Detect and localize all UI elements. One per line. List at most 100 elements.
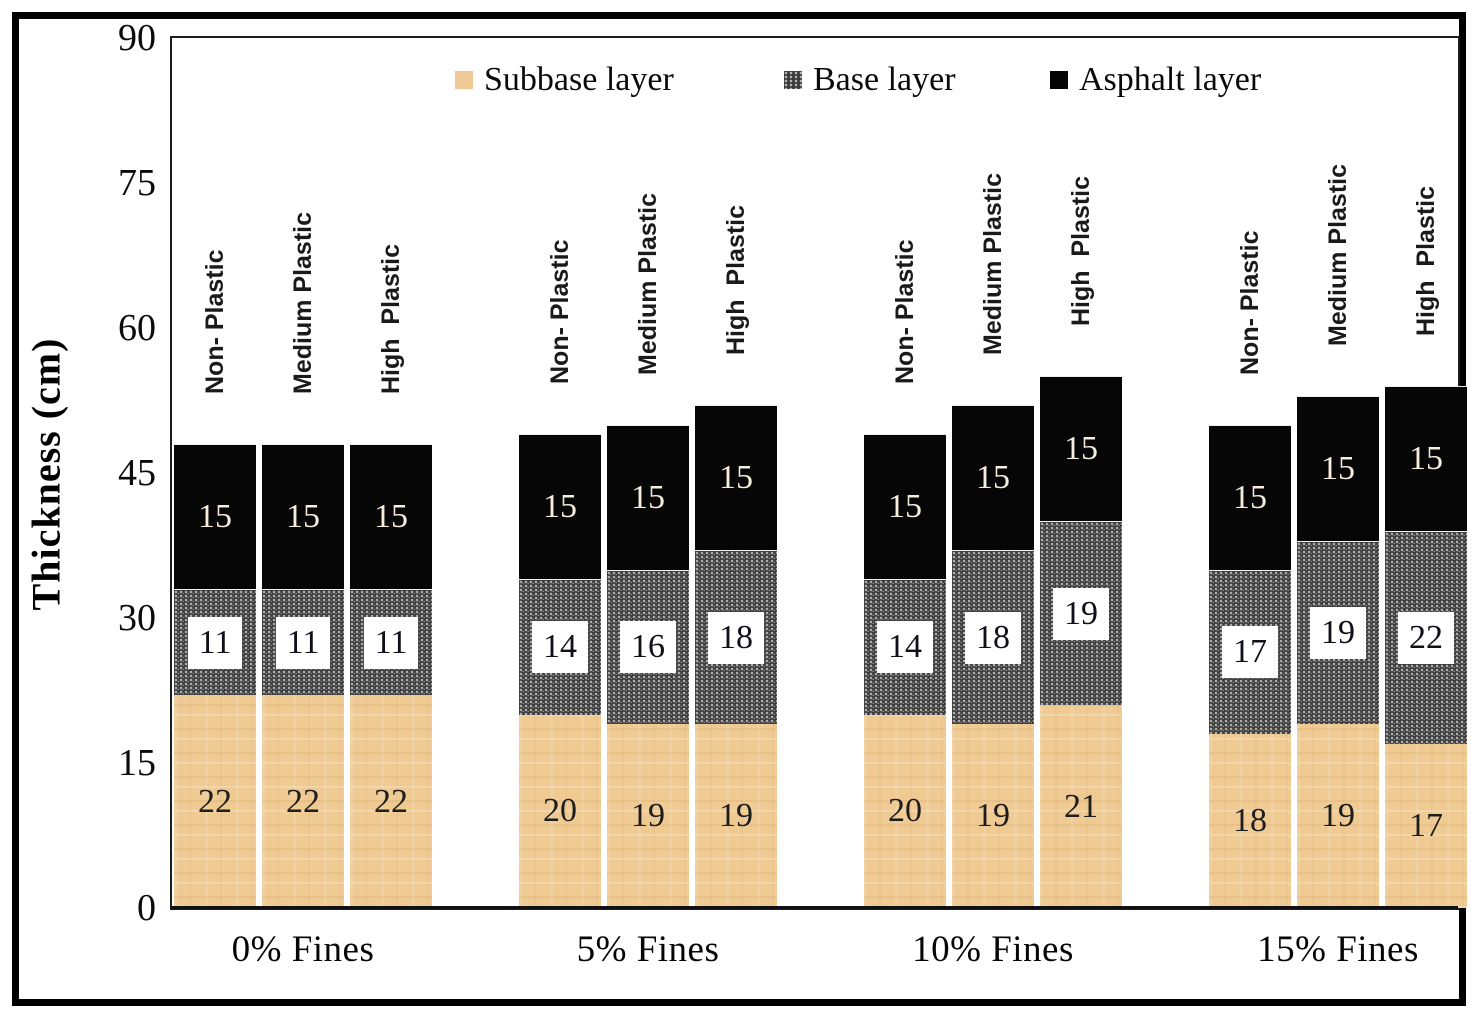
bar-value-label: 22 (1398, 611, 1454, 664)
bar-value-label: 15 (1409, 440, 1443, 477)
legend-label: Base layer (813, 61, 956, 98)
bar-value-label: 11 (187, 616, 243, 669)
bar-segment-base: 14 (864, 579, 946, 715)
bar-segment-base: 14 (519, 579, 601, 715)
bar-value-label: 16 (620, 621, 676, 674)
bar-value-label: 18 (965, 611, 1021, 664)
bar-segment-subbase: 19 (952, 724, 1034, 908)
y-axis-tick-label: 90 (118, 17, 156, 59)
bar-value-label: 19 (976, 797, 1010, 835)
x-axis-group-label: 15% Fines (1257, 929, 1419, 970)
bar-segment-asphalt: 15 (695, 405, 777, 551)
bar-segment-base: 16 (607, 569, 689, 725)
y-axis-tick-label: 30 (118, 597, 156, 639)
bar-value-label: 22 (374, 782, 408, 820)
y-axis-tick-label: 60 (118, 307, 156, 349)
legend-swatch-base-icon (784, 71, 802, 89)
bar-value-label: 15 (286, 498, 320, 535)
bar-value-label: 15 (631, 478, 665, 516)
bar-category-label: Medium Plastic (979, 173, 1007, 356)
bar-segment-asphalt: 15 (1297, 395, 1379, 541)
bar-segment-subbase: 22 (174, 695, 256, 908)
y-axis-tick-label: 15 (118, 742, 156, 784)
bar-segment-asphalt: 15 (1209, 424, 1291, 570)
bar-value-label: 18 (708, 611, 764, 664)
bar-segment-subbase: 20 (864, 714, 946, 908)
legend-swatch-asphalt-icon (1050, 71, 1068, 89)
bar-value-label: 11 (363, 616, 419, 669)
bar-category-label: Non- Plastic (891, 239, 919, 385)
bar-segment-subbase: 19 (1297, 724, 1379, 908)
x-axis-group-label: 0% Fines (231, 929, 375, 970)
bar-segment-subbase: 19 (695, 724, 777, 908)
bar-value-label: 19 (631, 797, 665, 835)
bar-segment-subbase: 18 (1209, 734, 1291, 908)
legend-item: Subbase layer (455, 60, 674, 100)
legend-item: Base layer (784, 60, 956, 100)
bar-segment-asphalt: 15 (864, 434, 946, 580)
bar-value-label: 17 (1409, 806, 1443, 844)
plot-area: Subbase layer Base layer Asphalt layer 22 11… (172, 38, 1467, 909)
bar-segment-base: 19 (1040, 521, 1122, 705)
bar-value-label: 22 (198, 782, 232, 820)
bar-value-label: 22 (286, 782, 320, 820)
bar-category-label: Non- Plastic (201, 249, 229, 394)
bar-value-label: 19 (1310, 606, 1366, 659)
bar-segment-subbase: 17 (1385, 743, 1467, 908)
x-axis-group-label: 5% Fines (576, 929, 720, 970)
bar-category-label: Non- Plastic (546, 239, 574, 385)
bar-segment-subbase: 22 (350, 695, 432, 908)
bar-value-label: 15 (719, 459, 753, 497)
bar-segment-subbase: 20 (519, 714, 601, 908)
bar-segment-asphalt: 15 (262, 444, 344, 589)
bar-value-label: 15 (374, 498, 408, 535)
bar-value-label: 14 (877, 621, 933, 674)
bar-category-label: Medium Plastic (634, 192, 662, 375)
bar-segment-asphalt: 15 (952, 405, 1034, 551)
bar-segment-base: 11 (262, 589, 344, 696)
bar-segment-subbase: 19 (607, 724, 689, 908)
bar-segment-asphalt: 15 (1040, 376, 1122, 522)
bar-segment-base: 11 (350, 589, 432, 696)
bar-segment-asphalt: 15 (350, 444, 432, 589)
bar-value-label: 20 (543, 792, 577, 830)
y-axis-tick-label: 75 (118, 162, 156, 204)
bar-value-label: 19 (719, 797, 753, 835)
bar-value-label: 15 (1064, 430, 1098, 468)
bar-value-label: 17 (1222, 626, 1278, 679)
bar-segment-base: 22 (1385, 531, 1467, 744)
bar-value-label: 20 (888, 792, 922, 830)
bar-segment-base: 18 (952, 550, 1034, 725)
bar-category-label: High Plastic (1412, 185, 1440, 336)
bar-value-label: 15 (543, 488, 577, 526)
bar-category-label: High Plastic (377, 243, 405, 394)
bar-value-label: 15 (198, 498, 232, 535)
y-axis-tick-label: 45 (118, 452, 156, 494)
bar-value-label: 11 (275, 616, 331, 669)
bar-value-label: 18 (1233, 802, 1267, 839)
bar-segment-base: 18 (695, 550, 777, 725)
bar-value-label: 19 (1321, 797, 1355, 835)
bar-category-label: Medium Plastic (1324, 163, 1352, 346)
bar-value-label: 19 (1053, 587, 1109, 640)
bar-value-label: 15 (888, 488, 922, 526)
bar-category-label: Non- Plastic (1236, 230, 1264, 375)
bar-segment-asphalt: 15 (607, 424, 689, 570)
bar-category-label: High Plastic (1067, 176, 1095, 327)
y-axis-tick-label: 0 (137, 887, 156, 929)
legend-swatch-subbase-icon (455, 71, 473, 89)
bar-segment-asphalt: 15 (174, 444, 256, 589)
bar-segment-subbase: 22 (262, 695, 344, 908)
bar-segment-asphalt: 15 (519, 434, 601, 580)
bar-category-label: High Plastic (722, 205, 750, 356)
bar-value-label: 14 (532, 621, 588, 674)
bar-value-label: 21 (1064, 787, 1098, 825)
bar-value-label: 15 (1321, 449, 1355, 487)
bar-segment-subbase: 21 (1040, 705, 1122, 908)
bar-value-label: 15 (976, 459, 1010, 497)
bar-category-label: Medium Plastic (289, 212, 317, 394)
legend-label: Subbase layer (484, 61, 674, 98)
bar-segment-asphalt: 15 (1385, 386, 1467, 531)
x-axis-group-label: 10% Fines (912, 929, 1074, 970)
